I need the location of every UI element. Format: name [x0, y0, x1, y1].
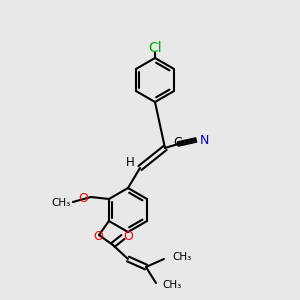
Text: CH₃: CH₃: [172, 252, 191, 262]
Text: H: H: [126, 155, 134, 169]
Text: O: O: [93, 230, 103, 242]
Text: N: N: [200, 134, 209, 146]
Text: O: O: [123, 230, 133, 242]
Text: C: C: [174, 136, 182, 149]
Text: CH₃: CH₃: [52, 198, 71, 208]
Text: CH₃: CH₃: [162, 280, 181, 290]
Text: Cl: Cl: [148, 41, 162, 55]
Text: O: O: [78, 191, 88, 205]
